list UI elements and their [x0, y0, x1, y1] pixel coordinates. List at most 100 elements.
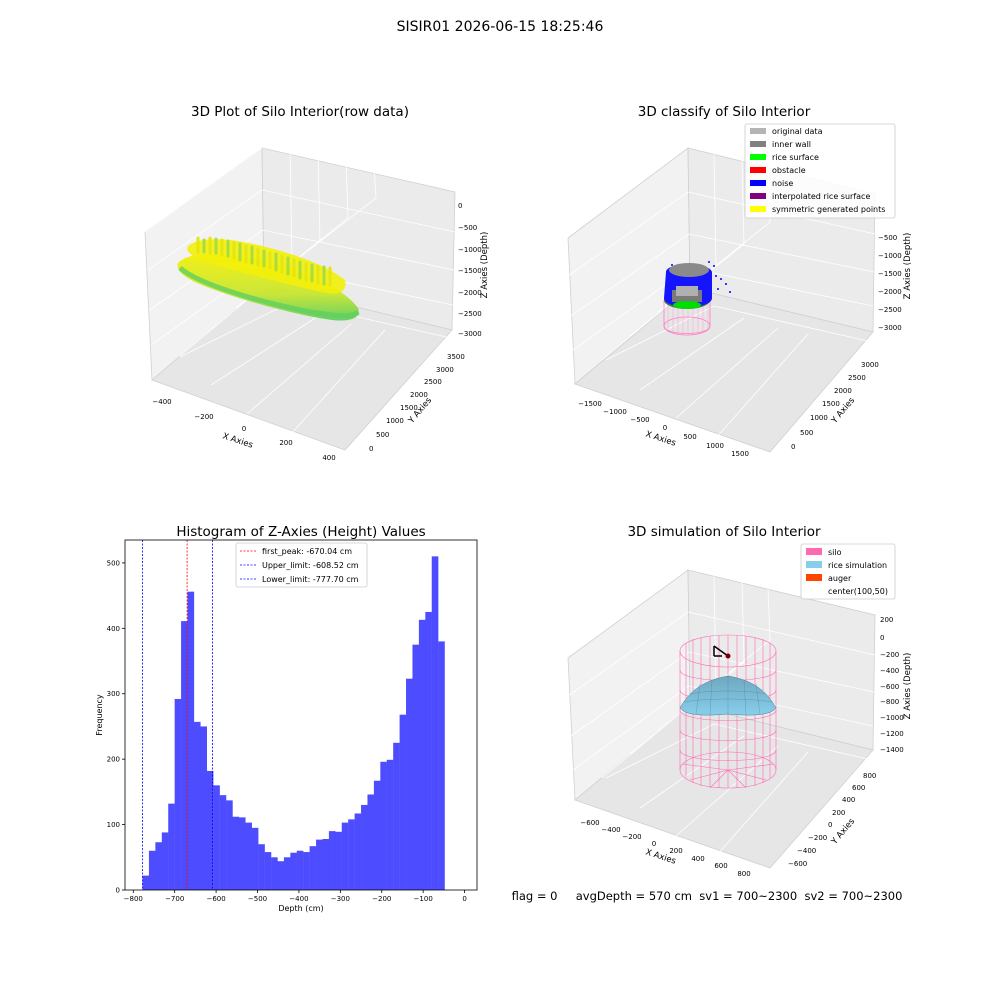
- panel-classify-title: 3D classify of Silo Interior: [638, 104, 811, 120]
- grid-lines: [567, 575, 876, 857]
- raw-xtick: 400: [322, 454, 335, 462]
- raw-xtick: −400: [152, 398, 171, 406]
- raw-ztick: −1000: [458, 246, 482, 254]
- simulation-ytick: −200: [808, 834, 827, 842]
- histogram-bar: [245, 822, 252, 890]
- legend-swatch: [750, 193, 766, 199]
- raw-ytick: 1000: [386, 417, 404, 425]
- legend-label: inner wall: [772, 140, 811, 149]
- histogram-bar: [264, 852, 272, 890]
- histogram-bar: [161, 832, 169, 890]
- simulation-ztick: −1000: [880, 714, 904, 722]
- legend-swatch: [750, 154, 766, 160]
- raw-ytick: 2000: [410, 391, 428, 399]
- histogram-xtick-label: −300: [331, 895, 350, 903]
- classify-ytick: 0: [791, 443, 795, 451]
- raw-xtick: 0: [242, 425, 246, 433]
- classify-ztick: −3000: [878, 324, 902, 332]
- classify-ztick: −2000: [878, 288, 902, 296]
- histogram-bar: [290, 852, 297, 890]
- raw-xlabel: X Axies: [221, 431, 254, 450]
- legend-label: noise: [772, 179, 793, 188]
- histogram-bar: [200, 726, 207, 890]
- auger-marker: [713, 645, 731, 659]
- histogram-bar: [348, 819, 355, 890]
- panel-raw-title: 3D Plot of Silo Interior(row data): [191, 104, 409, 120]
- classify-xtick: 500: [683, 433, 696, 441]
- histogram-ylabel: Frequency: [95, 694, 104, 736]
- simulation-ytick: −600: [788, 860, 807, 868]
- histogram-legend: first_peak: -670.04 cm Upper_limit: -608…: [235, 542, 368, 588]
- histogram-xtick-label: −700: [165, 895, 184, 903]
- simulation-xtick: 200: [669, 847, 682, 855]
- classify-ztick: −1000: [878, 252, 902, 260]
- histogram-xticks: −800 −700 −600 −500 −400 −300 −200 −100 0: [124, 890, 467, 903]
- histogram-xtick-label: −400: [289, 895, 308, 903]
- classify-zlabel: Z Axies (Depth): [903, 233, 913, 300]
- classified-points: [663, 261, 731, 336]
- histogram-xtick-label: 0: [462, 895, 466, 903]
- histogram-xtick-label: −600: [206, 895, 225, 903]
- simulation-ytick: −400: [797, 847, 816, 855]
- histogram-bar: [361, 804, 368, 890]
- histogram-bar: [213, 785, 220, 890]
- classify-legend: original data inner wall rice surface ob…: [744, 123, 896, 219]
- histogram-bar: [425, 611, 432, 890]
- raw-ytick: 0: [369, 445, 373, 453]
- classify-ztick: −500: [878, 234, 897, 242]
- histogram-bar: [354, 813, 362, 890]
- panel-simulation-3d: 3D simulation of Silo Interior: [567, 524, 913, 878]
- legend-label: Lower_limit: -777.70 cm: [262, 575, 359, 584]
- raw-ytick: 1500: [400, 404, 418, 412]
- histogram-ytick-label: 200: [107, 756, 120, 764]
- simulation-xtick: 800: [737, 870, 750, 878]
- histogram-bar: [328, 831, 336, 890]
- pane-floor: [574, 287, 874, 453]
- legend-label: obstacle: [772, 166, 806, 175]
- histogram-bar: [181, 621, 188, 890]
- panel-simulation-title: 3D simulation of Silo Interior: [627, 524, 821, 540]
- classify-ytick: 3000: [861, 361, 879, 369]
- raw-ztick: −3000: [458, 330, 482, 338]
- histogram-bar: [296, 850, 304, 890]
- histogram-bar: [142, 875, 150, 890]
- histogram-bar: [168, 803, 175, 890]
- histogram-bar: [418, 619, 426, 890]
- histogram-title: Histogram of Z-Axies (Height) Values: [176, 524, 425, 540]
- legend-frame: [235, 542, 368, 588]
- simulation-ytick: 0: [828, 821, 832, 829]
- histogram-xtick-label: −100: [414, 895, 433, 903]
- histogram-bar: [174, 698, 182, 890]
- raw-xtick: −200: [194, 413, 213, 421]
- rice-simulation-surface: [679, 675, 777, 716]
- histogram-bar: [412, 644, 420, 890]
- legend-label: Upper_limit: -608.52 cm: [262, 561, 359, 570]
- classify-ztick: −2500: [878, 306, 902, 314]
- histogram-bar: [373, 780, 381, 890]
- simulation-xtick: −600: [580, 819, 599, 827]
- simulation-xtick: −200: [622, 833, 641, 841]
- histogram-bar: [226, 800, 233, 890]
- classify-xtick: 1500: [731, 450, 749, 458]
- histogram-bar: [393, 742, 400, 890]
- classify-ytick: 1000: [810, 414, 828, 422]
- histogram-bar: [367, 794, 375, 890]
- legend-swatch: [750, 206, 766, 212]
- raw-ztick: 0: [458, 202, 462, 210]
- histogram-bar: [438, 641, 445, 890]
- raw-ytick: 3000: [436, 366, 454, 374]
- raw-ytick: 500: [376, 431, 389, 439]
- simulation-ztick: 200: [880, 616, 893, 624]
- simulation-zlabel: Z Axies (Depth): [903, 653, 913, 720]
- legend-label: first_peak: -670.04 cm: [262, 547, 352, 556]
- simulation-xtick: 600: [714, 862, 727, 870]
- histogram-bar: [271, 857, 278, 890]
- histogram-bar: [193, 721, 201, 890]
- raw-ytick: 3500: [447, 353, 465, 361]
- raw-axis-ticks: −400 −200 0 200 400 0 500 1000 1500 2000…: [152, 202, 481, 462]
- histogram-bar: [335, 831, 342, 890]
- histogram-ytick-label: 300: [107, 690, 120, 698]
- classify-ytick: 500: [800, 429, 813, 437]
- simulation-ytick: 400: [842, 796, 855, 804]
